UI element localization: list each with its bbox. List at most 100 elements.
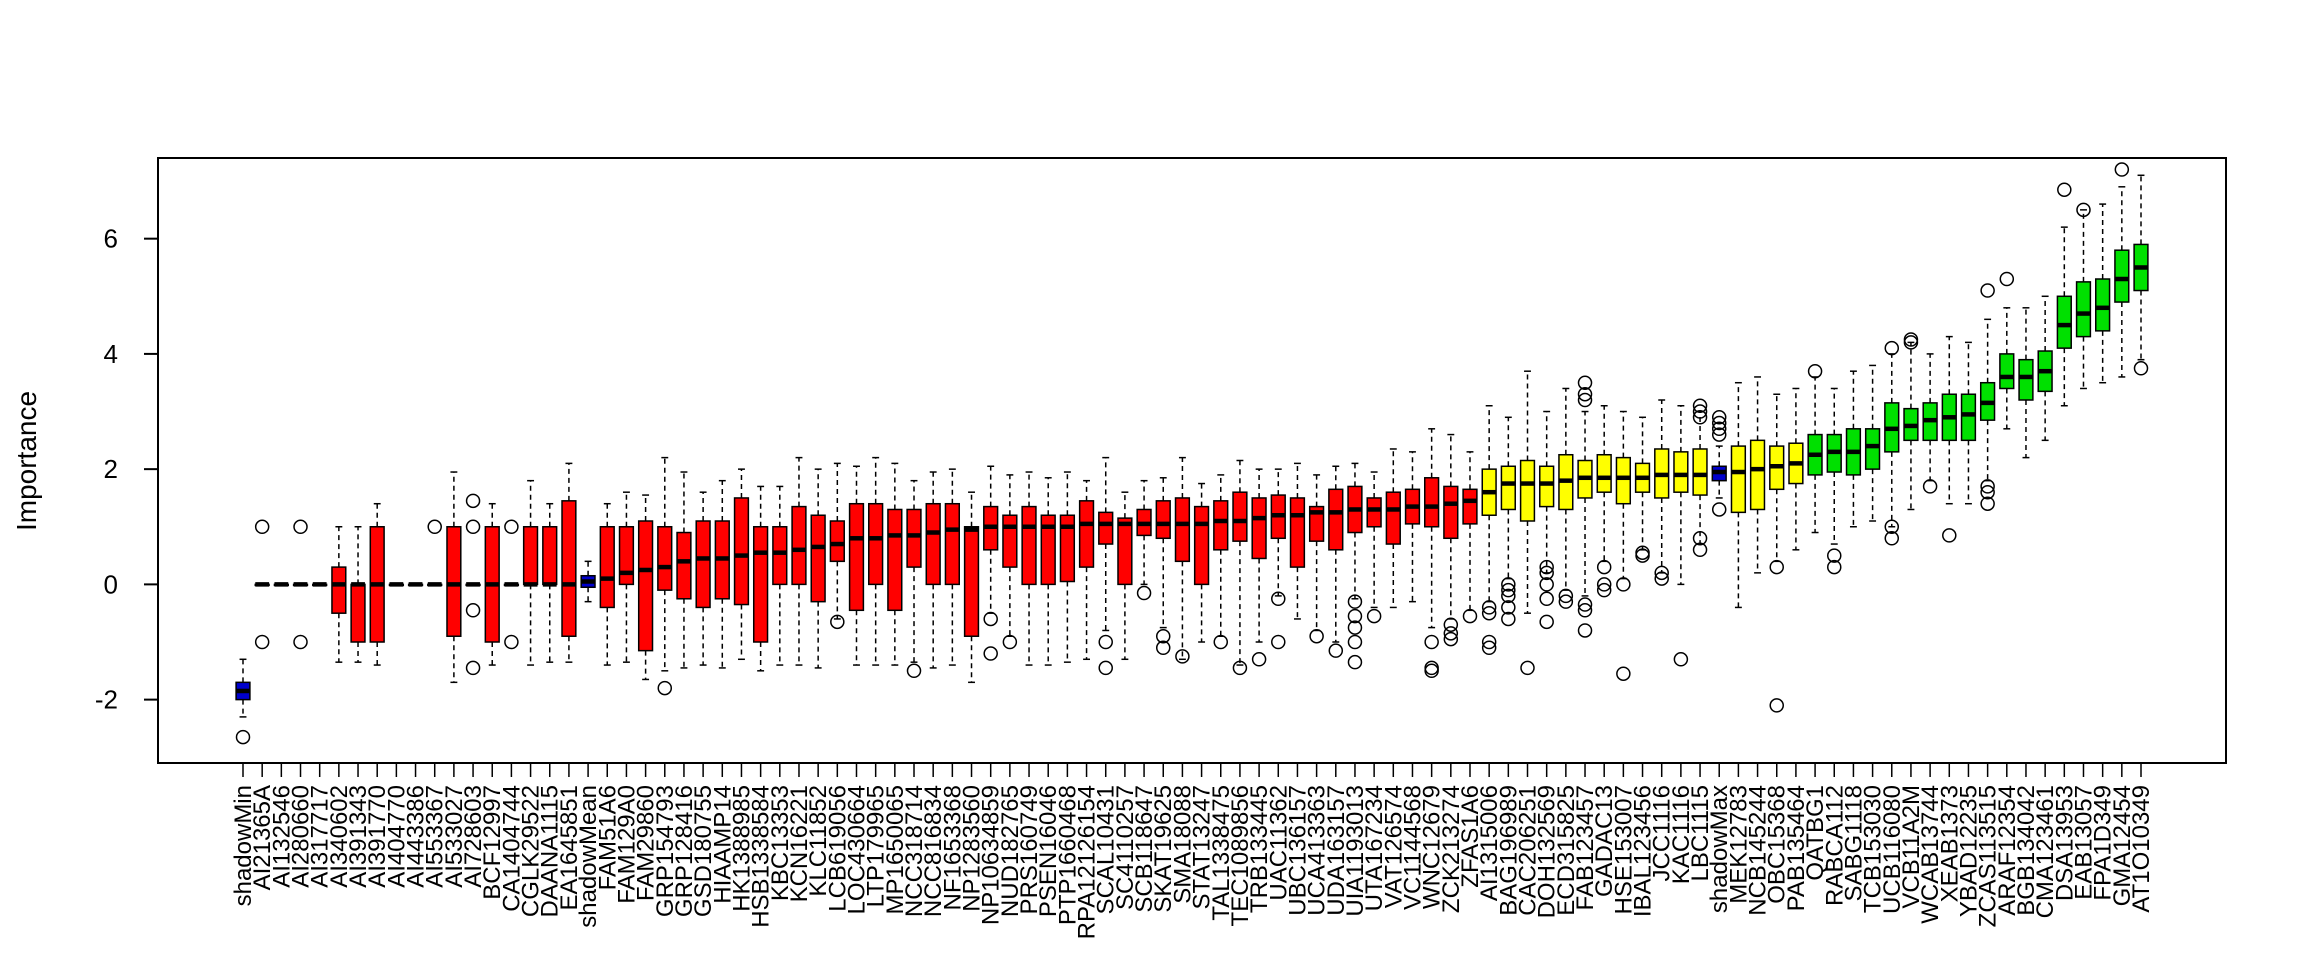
outlier-point [1692, 531, 1708, 546]
x-tick-label: AI553367 [422, 785, 449, 888]
box-iqr [829, 520, 845, 563]
outlier-point [1481, 605, 1497, 621]
x-tick-label: TRB133445 [1246, 785, 1273, 913]
box-AI533027 [446, 471, 462, 684]
outlier-point [1539, 591, 1554, 607]
outlier-point [1616, 666, 1631, 681]
y-tick-label: -2 [95, 685, 118, 715]
box-NF1653368 [944, 468, 961, 666]
outlier-point [1501, 588, 1516, 604]
box-iqr [542, 526, 558, 586]
x-tick-label: LCB619056 [824, 785, 851, 912]
outlier-point [1577, 386, 1593, 402]
outlier-point [465, 603, 481, 618]
box-iqr [561, 500, 577, 637]
box-iqr [810, 514, 826, 603]
box-SCAL10431 [1098, 456, 1114, 676]
outlier-point [1481, 640, 1497, 656]
outlier-point [1347, 608, 1363, 624]
box-iqr [1308, 505, 1325, 542]
box-JCC1116 [1654, 399, 1670, 586]
x-tick-label: DAANA1115 [537, 785, 564, 918]
box-iqr [848, 502, 865, 612]
box-KBC13353 [772, 485, 788, 666]
x-tick-label: CMA123461 [2032, 785, 2059, 918]
x-tick-label: CAC206251 [1515, 785, 1542, 916]
box-ECD315825 [1558, 387, 1574, 609]
outlier-point [1251, 652, 1267, 667]
box-iqr [350, 583, 366, 643]
x-tick-label: HSE153007 [1610, 785, 1637, 914]
box-CA1404744 [503, 519, 520, 650]
box-iqr [1500, 465, 1516, 511]
box-FAM29860 [637, 494, 654, 681]
box-shadowMean [580, 560, 596, 603]
x-tick-label: KAC1116 [1668, 785, 1695, 884]
box-NCB145244 [1749, 376, 1766, 574]
box-AI391770 [369, 502, 385, 666]
outlier-point [293, 634, 308, 650]
outlier-point [1481, 634, 1497, 650]
x-tick-label: SCAL10431 [1093, 785, 1120, 914]
x-tick-label: shadowMin [230, 785, 257, 906]
outlier-point [1309, 628, 1324, 644]
x-tick-label: MP1650065 [882, 785, 909, 914]
outlier-point [1692, 542, 1708, 558]
x-tick-label: KCN16221 [786, 785, 813, 902]
box-AI21365A [254, 519, 270, 650]
outlier-point [504, 634, 519, 650]
box-YBAD12235 [1960, 341, 1977, 505]
box-NCC816834 [925, 471, 941, 669]
outlier-point [1827, 548, 1842, 563]
outlier-point [1577, 392, 1593, 408]
box-AI132546 [273, 582, 289, 587]
box-iqr [1673, 451, 1689, 493]
box-iqr [1174, 497, 1191, 563]
outlier-point [1558, 594, 1574, 609]
x-tick-label: STAT13247 [1189, 785, 1216, 910]
box-iqr [1730, 445, 1747, 514]
box-iqr [599, 526, 615, 609]
box-UDA163157 [1328, 465, 1344, 658]
x-tick-label: AI317717 [307, 785, 334, 888]
box-LTP179965 [868, 456, 884, 666]
outlier-point [1827, 559, 1842, 575]
outlier-point [293, 519, 308, 535]
box-iqr [1960, 393, 1977, 442]
box-iqr [2114, 249, 2130, 303]
box-iqr [1213, 500, 1229, 551]
box-UIA1193013 [1347, 462, 1363, 670]
box-HK1388985 [733, 468, 750, 661]
outlier-point [1980, 484, 1995, 500]
outlier-point [1769, 559, 1784, 575]
box-ZFAS1A6 [1462, 451, 1478, 624]
outlier-point [1347, 620, 1363, 635]
box-iqr [1328, 488, 1344, 551]
box-iqr [1366, 497, 1382, 528]
box-BCF12997 [484, 502, 500, 666]
x-tick-label: GRP154793 [652, 785, 679, 917]
outlier-point [2133, 361, 2149, 376]
box-KLC11852 [810, 468, 826, 669]
x-tick-label: PSEN16046 [1035, 785, 1062, 917]
x-tick-label: VCB11A2M [1898, 785, 1925, 909]
box-VC1144568 [1404, 451, 1421, 603]
box-CAC206251 [1519, 370, 1536, 676]
box-WNC12679 [1423, 428, 1440, 679]
outlier-point [1577, 623, 1593, 638]
box-iqr [2075, 281, 2092, 338]
box-UBC136157 [1289, 462, 1306, 620]
outlier-point [657, 680, 673, 696]
outlier-point [1635, 545, 1650, 560]
box-HSB1338584 [752, 485, 769, 672]
box-iqr [2056, 295, 2072, 349]
x-tick-label: XEAB1373 [1936, 785, 1963, 902]
box-IBAL123456 [1634, 416, 1651, 563]
box-GMA12454 [2114, 162, 2130, 378]
outlier-point [1884, 531, 1900, 546]
box-iqr [906, 508, 922, 568]
outlier-point [1596, 582, 1612, 598]
outlier-point [2114, 162, 2130, 177]
x-tick-label: NP10634859 [978, 785, 1005, 925]
outlier-point [1271, 634, 1286, 650]
